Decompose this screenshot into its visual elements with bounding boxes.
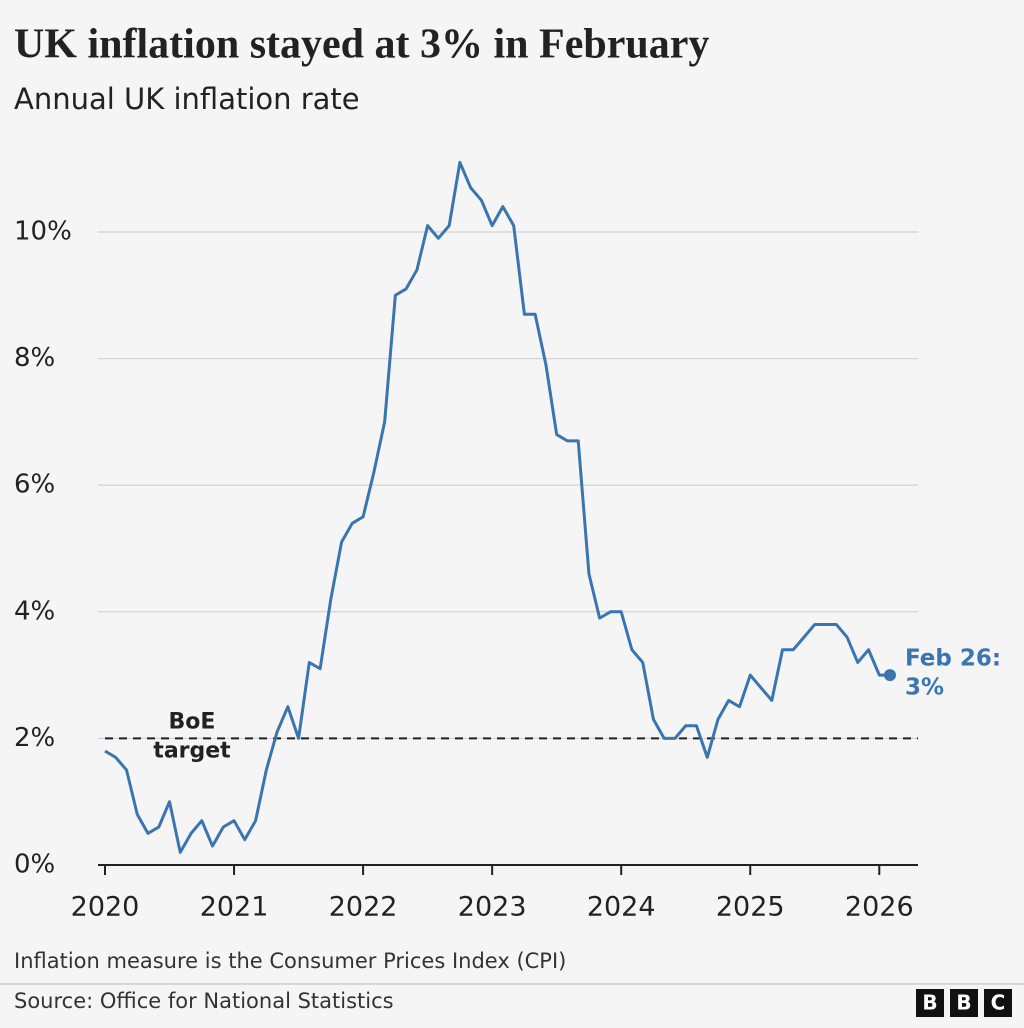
logo-box — [916, 989, 944, 1017]
x-tick-label: 2021 — [200, 892, 269, 923]
y-tick-label: 4% — [14, 596, 55, 626]
logo-box — [950, 989, 978, 1017]
note: Inflation measure is the Consumer Prices… — [14, 949, 566, 973]
chart-title: UK inflation stayed at 3% in February — [14, 22, 709, 68]
logo-letter: C — [991, 991, 1006, 1015]
logo: B B C — [916, 989, 1012, 1017]
target-label: target — [153, 738, 231, 763]
x-tick-label: 2020 — [71, 892, 140, 923]
x-tick-label: 2026 — [845, 892, 914, 923]
end-label: Feb 26: — [905, 646, 1001, 672]
end-point — [883, 669, 896, 682]
x-tick-label: 2023 — [458, 892, 527, 923]
y-tick-label: 10% — [14, 216, 72, 246]
source: Source: Office for National Statistics — [14, 989, 394, 1013]
logo-box — [984, 989, 1012, 1017]
logo-letter: B — [956, 991, 971, 1015]
chart-subtitle: Annual UK inflation rate — [14, 82, 360, 116]
x-tick-label: 2022 — [329, 892, 398, 923]
target-label: BoE — [169, 709, 216, 734]
y-tick-label: 8% — [14, 343, 55, 373]
x-tick-label: 2024 — [587, 892, 656, 923]
y-tick-label: 0% — [14, 850, 55, 880]
x-tick-label: 2025 — [716, 892, 785, 923]
end-label: 3% — [905, 675, 944, 701]
logo-letter: B — [922, 991, 937, 1015]
y-tick-label: 2% — [14, 723, 55, 753]
line — [104, 160, 890, 854]
y-tick-label: 6% — [14, 470, 55, 500]
